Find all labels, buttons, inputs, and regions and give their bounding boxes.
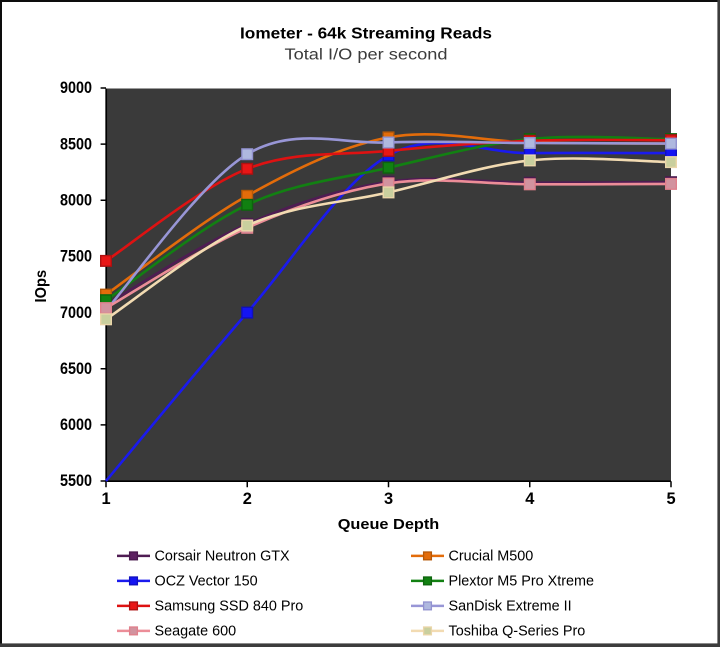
svg-text:2: 2	[243, 490, 252, 508]
svg-text:Seagate 600: Seagate 600	[155, 624, 237, 640]
svg-text:3: 3	[384, 490, 393, 508]
svg-text:Total I/O per second: Total I/O per second	[285, 47, 448, 64]
svg-text:IOps: IOps	[33, 270, 50, 303]
svg-text:8000: 8000	[60, 192, 92, 210]
svg-text:Corsair Neutron GTX: Corsair Neutron GTX	[155, 549, 291, 565]
svg-text:7500: 7500	[60, 248, 92, 266]
svg-text:5500: 5500	[60, 472, 92, 490]
svg-text:4: 4	[525, 490, 535, 508]
svg-text:8500: 8500	[60, 135, 92, 153]
svg-text:Plextor M5 Pro Xtreme: Plextor M5 Pro Xtreme	[449, 574, 595, 590]
svg-text:Iometer - 64k Streaming Reads: Iometer - 64k Streaming Reads	[240, 25, 492, 42]
svg-text:Queue Depth: Queue Depth	[338, 517, 440, 533]
svg-text:Toshiba Q-Series Pro: Toshiba Q-Series Pro	[449, 624, 586, 640]
svg-text:5: 5	[666, 490, 675, 508]
svg-text:9000: 9000	[60, 79, 92, 97]
svg-text:7000: 7000	[60, 304, 92, 322]
svg-text:Samsung SSD 840 Pro: Samsung SSD 840 Pro	[155, 599, 304, 615]
svg-text:1: 1	[101, 490, 110, 508]
svg-text:SanDisk Extreme II: SanDisk Extreme II	[449, 599, 572, 615]
svg-text:6000: 6000	[60, 416, 92, 434]
svg-text:Crucial M500: Crucial M500	[449, 549, 534, 565]
svg-text:6500: 6500	[60, 360, 92, 378]
svg-text:OCZ Vector 150: OCZ Vector 150	[155, 574, 258, 590]
